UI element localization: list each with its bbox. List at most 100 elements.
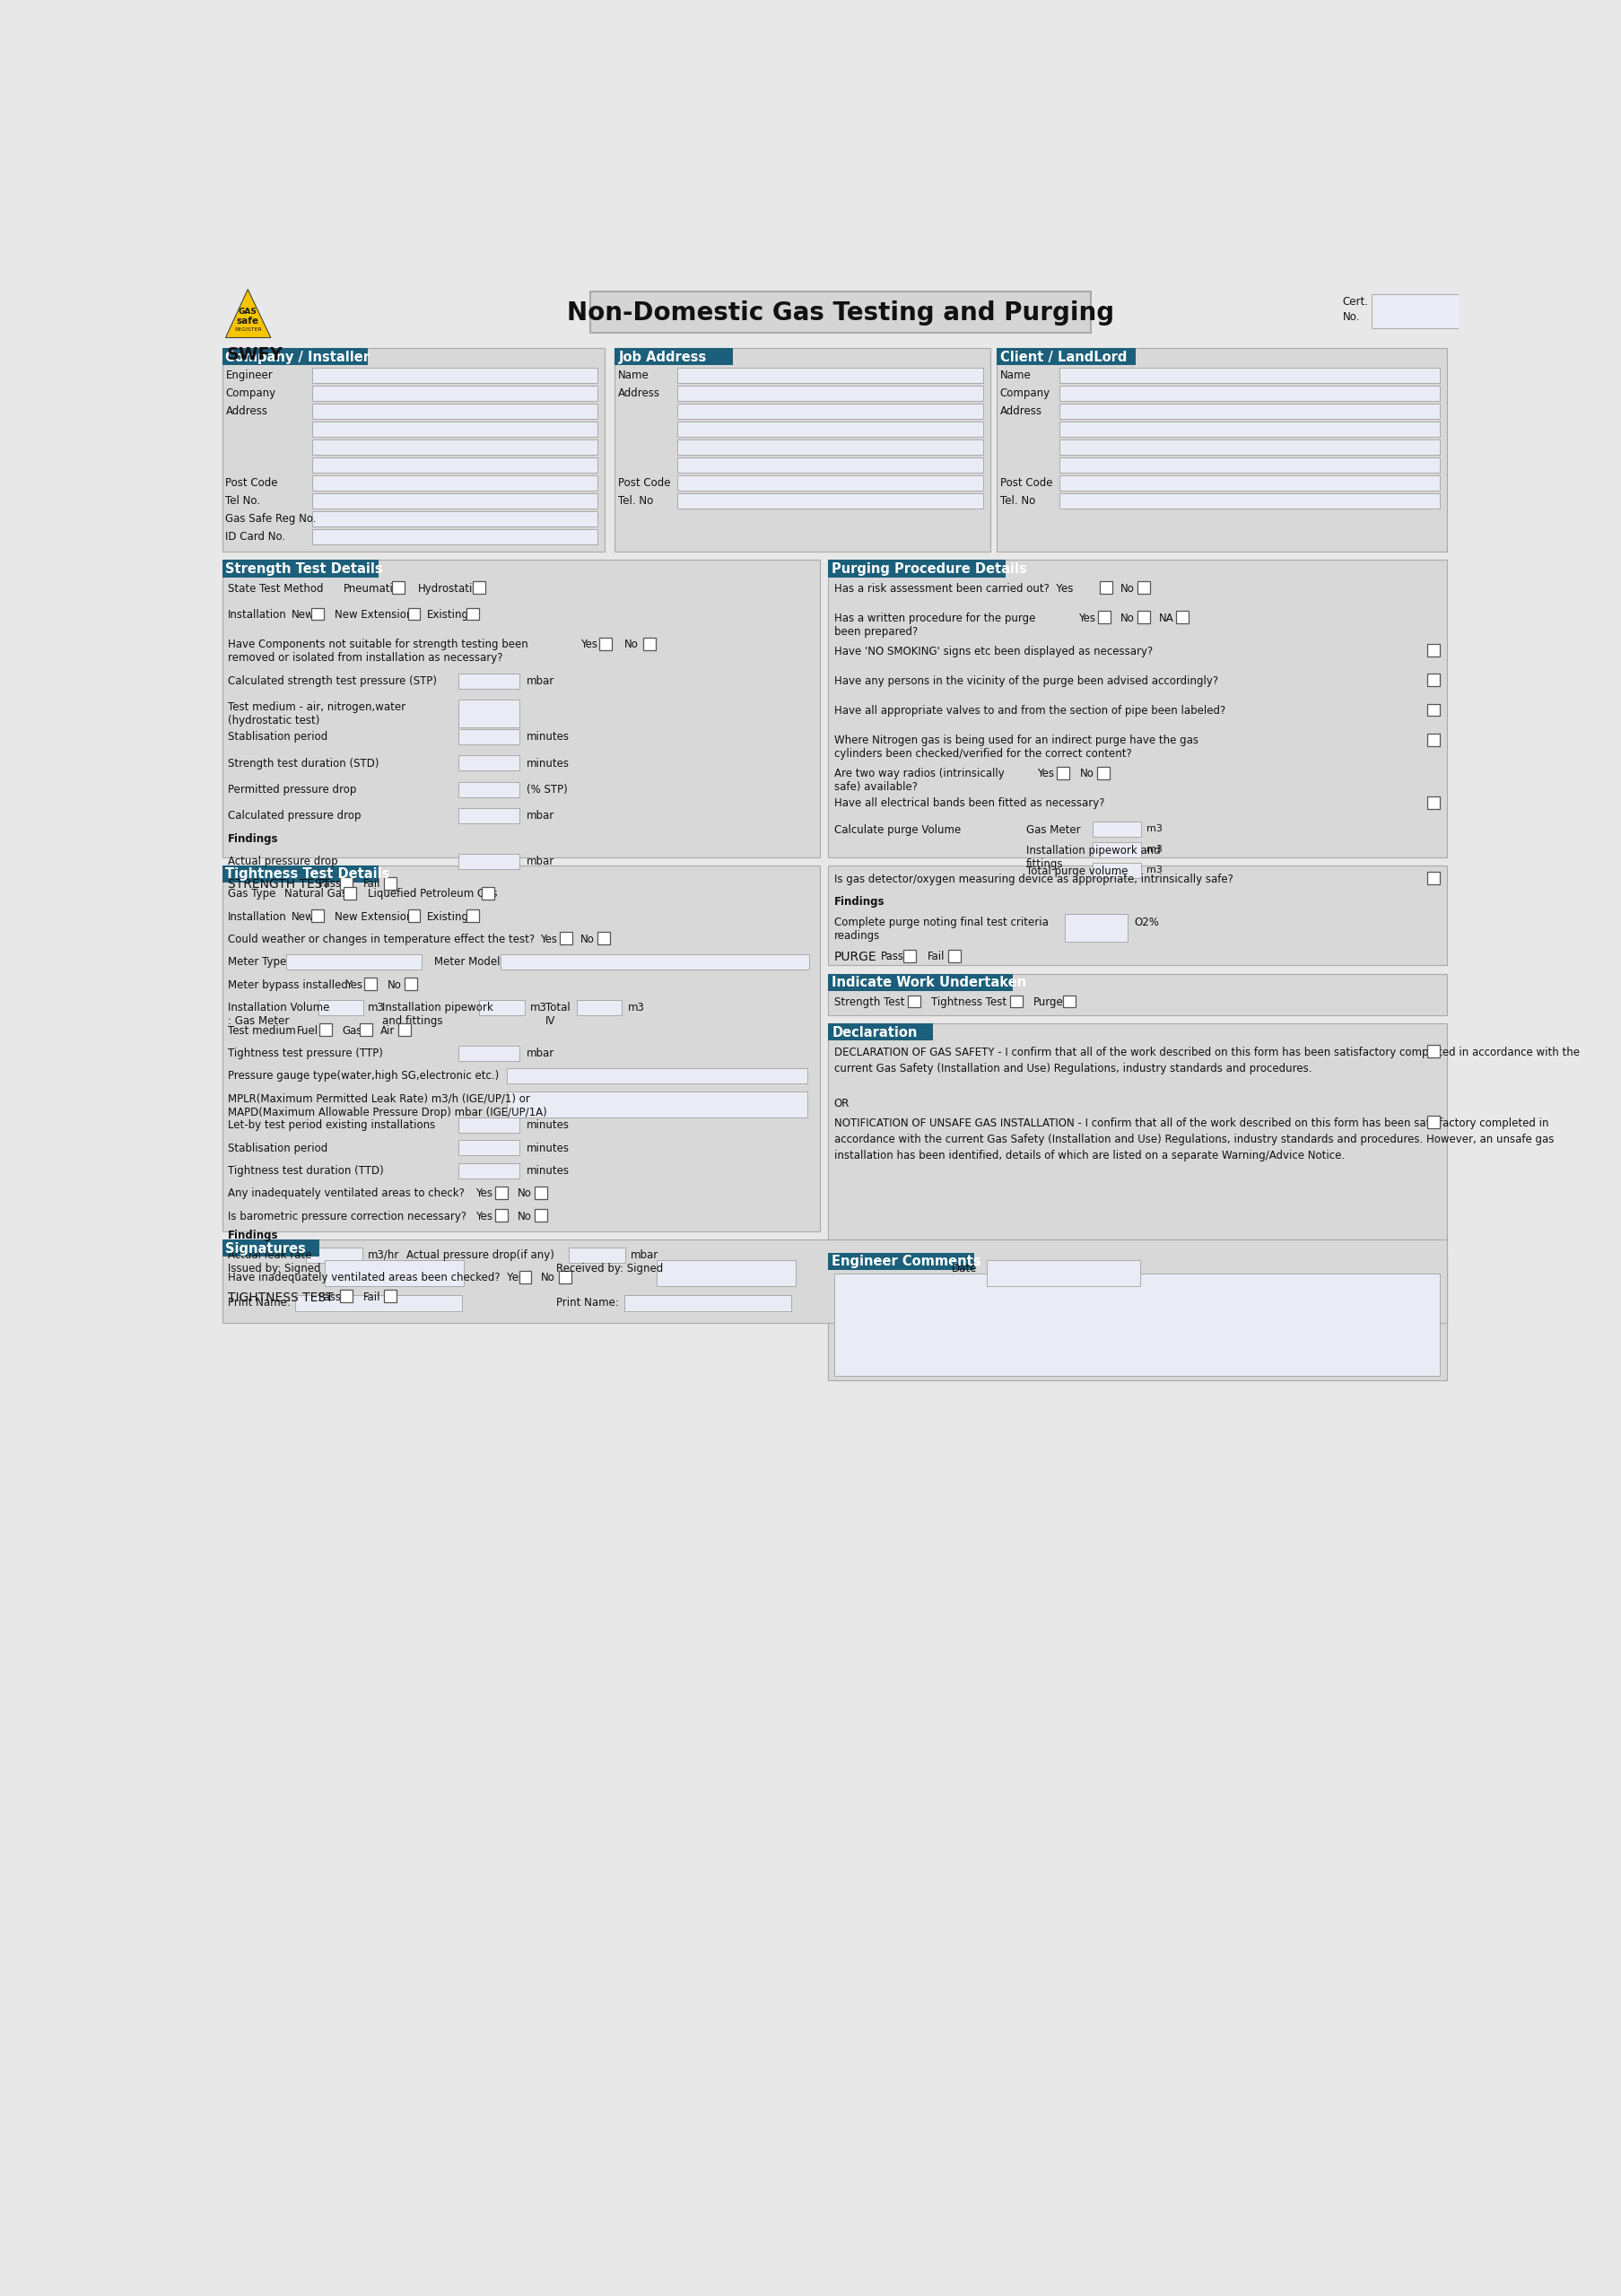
Text: Address: Address	[225, 406, 267, 418]
Bar	[828, 974, 1448, 1015]
Bar	[459, 755, 520, 771]
Text: Stablisation period: Stablisation period	[227, 1141, 327, 1155]
Text: Installation pipework and
fittings: Installation pipework and fittings	[1026, 845, 1161, 870]
Bar	[678, 457, 984, 473]
Bar	[1093, 863, 1141, 879]
Bar	[828, 1024, 1448, 1244]
Text: Date: Date	[952, 1263, 977, 1274]
Text: Have 'NO SMOKING' signs etc been displayed as necessary?: Have 'NO SMOKING' signs etc been display…	[833, 645, 1153, 657]
Bar	[313, 386, 598, 400]
Text: Company / Installer: Company / Installer	[225, 351, 370, 363]
Text: Tightness test pressure (TTP): Tightness test pressure (TTP)	[227, 1047, 383, 1058]
Bar	[903, 951, 916, 962]
Bar	[222, 349, 605, 551]
Polygon shape	[225, 289, 271, 338]
Bar	[535, 1210, 548, 1221]
Bar	[222, 560, 379, 576]
Bar	[559, 1270, 572, 1283]
Text: Stablisation period: Stablisation period	[227, 732, 327, 744]
Text: Permitted pressure drop: Permitted pressure drop	[227, 783, 357, 794]
Text: Indicate Work Undertaken: Indicate Work Undertaken	[832, 976, 1026, 990]
Text: No: No	[540, 1272, 554, 1283]
Bar	[1371, 294, 1462, 328]
Bar	[480, 1001, 525, 1015]
Text: Actual pressure drop(if any): Actual pressure drop(if any)	[407, 1249, 554, 1261]
Text: Name: Name	[618, 370, 650, 381]
Bar	[311, 909, 324, 923]
Bar	[459, 1045, 520, 1061]
Bar	[384, 877, 397, 889]
Text: Calculated pressure drop: Calculated pressure drop	[227, 810, 361, 822]
Bar	[324, 1261, 464, 1286]
Bar	[828, 866, 1448, 964]
Text: Pressure gauge type(water,high SG,electronic etc.): Pressure gauge type(water,high SG,electr…	[227, 1070, 499, 1081]
Text: Company: Company	[1000, 388, 1050, 400]
Text: No: No	[1120, 583, 1135, 595]
Text: MPLR(Maximum Permitted Leak Rate) m3/h (IGE/UP/1) or
MAPD(Maximum Allowable Pres: MPLR(Maximum Permitted Leak Rate) m3/h (…	[227, 1093, 546, 1118]
Bar	[948, 951, 960, 962]
Bar	[1097, 611, 1110, 625]
Bar	[340, 1290, 353, 1302]
Bar	[1428, 645, 1439, 657]
Bar	[1428, 797, 1439, 808]
Bar	[828, 560, 1448, 856]
Text: Calculated strength test pressure (STP): Calculated strength test pressure (STP)	[227, 675, 436, 687]
Text: Total purge volume: Total purge volume	[1026, 866, 1128, 877]
Text: Installation pipework
and fittings: Installation pipework and fittings	[383, 1001, 493, 1026]
Text: New: New	[292, 608, 314, 620]
Text: Post Code: Post Code	[225, 478, 279, 489]
Text: Have any persons in the vicinity of the purge been advised accordingly?: Have any persons in the vicinity of the …	[833, 675, 1217, 687]
Text: Strength test duration (STD): Strength test duration (STD)	[227, 758, 379, 769]
Text: Existing: Existing	[428, 912, 470, 923]
Text: Client / LandLord: Client / LandLord	[1000, 351, 1127, 363]
Bar	[1059, 367, 1439, 383]
Text: DECLARATION OF GAS SAFETY - I confirm that all of the work described on this for: DECLARATION OF GAS SAFETY - I confirm th…	[833, 1047, 1579, 1075]
Text: mbar: mbar	[527, 810, 554, 822]
Bar	[222, 866, 820, 1231]
Bar	[392, 581, 405, 595]
Bar	[1059, 475, 1439, 491]
Text: No: No	[387, 978, 402, 992]
Bar	[408, 909, 420, 923]
Bar	[997, 349, 1448, 551]
Bar	[828, 560, 1005, 576]
Bar	[1059, 404, 1439, 418]
Bar	[507, 1091, 807, 1118]
Bar	[1428, 1045, 1439, 1056]
Bar	[467, 909, 480, 923]
Text: Address: Address	[618, 388, 660, 400]
Bar	[1059, 439, 1439, 455]
Bar	[311, 608, 324, 620]
Text: Purging Procedure Details: Purging Procedure Details	[832, 563, 1028, 576]
Text: Company: Company	[225, 388, 276, 400]
Text: Fail: Fail	[363, 1290, 381, 1304]
Text: Post Code: Post Code	[1000, 478, 1052, 489]
Text: Received by: Signed: Received by: Signed	[556, 1263, 663, 1274]
Bar	[459, 854, 520, 868]
Bar	[678, 367, 984, 383]
Bar	[828, 1254, 1448, 1380]
Text: Hydrostatic: Hydrostatic	[418, 583, 478, 595]
Bar	[1428, 703, 1439, 716]
Text: Complete purge noting final test criteria
readings: Complete purge noting final test criteri…	[833, 916, 1049, 941]
Text: Pass: Pass	[318, 879, 342, 891]
Text: mbar: mbar	[527, 1047, 554, 1058]
Bar	[340, 877, 353, 889]
Text: Calculate purge Volume: Calculate purge Volume	[833, 824, 961, 836]
Text: ID Card No.: ID Card No.	[225, 530, 285, 542]
Bar	[481, 886, 494, 900]
Bar	[313, 528, 598, 544]
Bar	[222, 1240, 1448, 1322]
Text: Has a written procedure for the purge
been prepared?: Has a written procedure for the purge be…	[833, 613, 1036, 638]
Bar	[496, 1210, 507, 1221]
Text: Gas Safe Reg No.: Gas Safe Reg No.	[225, 512, 316, 526]
Text: Tightness test duration (TTD): Tightness test duration (TTD)	[227, 1164, 384, 1176]
Text: TIGHTNESS TEST: TIGHTNESS TEST	[227, 1290, 334, 1304]
Text: Installation: Installation	[227, 912, 287, 923]
Text: m3: m3	[530, 1001, 546, 1015]
Text: Have all appropriate valves to and from the section of pipe been labeled?: Have all appropriate valves to and from …	[833, 705, 1225, 716]
Bar	[295, 1295, 462, 1311]
Text: Fuel: Fuel	[297, 1024, 319, 1035]
Text: Yes: Yes	[477, 1187, 493, 1199]
Bar	[319, 1024, 332, 1035]
